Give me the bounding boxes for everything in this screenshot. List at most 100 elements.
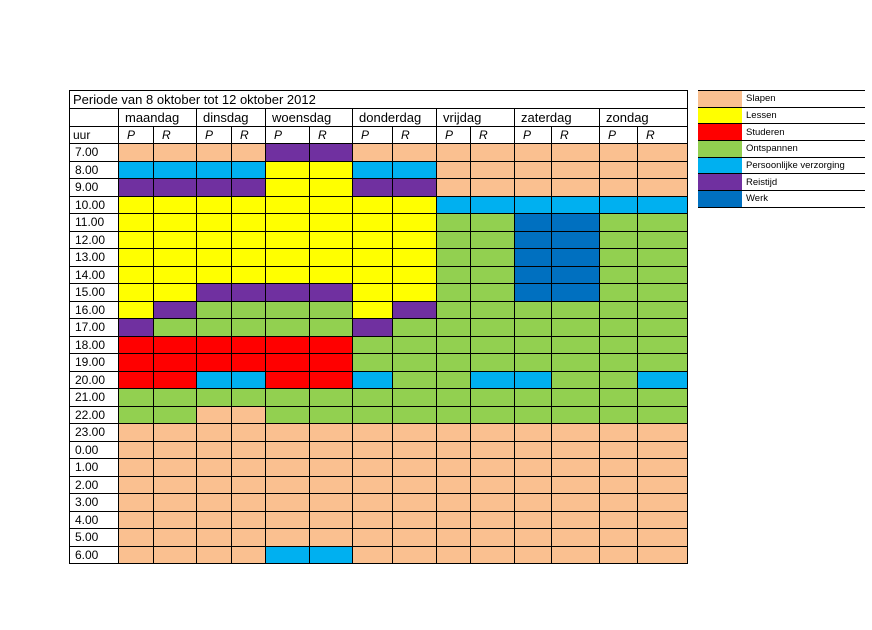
schedule-cell bbox=[392, 230, 437, 249]
schedule-cell bbox=[392, 545, 437, 564]
schedule-cell bbox=[118, 213, 154, 232]
day-header-woensdag: woensdag bbox=[265, 108, 353, 127]
schedule-cell bbox=[470, 178, 515, 197]
schedule-cell bbox=[636, 248, 689, 267]
schedule-cell bbox=[636, 388, 689, 407]
schedule-cell bbox=[470, 265, 515, 284]
schedule-cell bbox=[352, 248, 393, 267]
schedule-cell bbox=[231, 475, 266, 494]
schedule-cell bbox=[265, 458, 310, 477]
schedule-cell bbox=[309, 300, 353, 319]
schedule-cell bbox=[352, 160, 393, 179]
schedule-cell bbox=[118, 318, 154, 337]
schedule-cell bbox=[599, 510, 638, 529]
schedule-cell bbox=[231, 213, 266, 232]
schedule-cell bbox=[231, 195, 266, 214]
schedule-cell bbox=[436, 545, 471, 564]
hour-label: 19.00 bbox=[69, 353, 119, 372]
schedule-cell bbox=[636, 195, 689, 214]
schedule-cell bbox=[514, 283, 552, 302]
legend-item: Reistijd bbox=[698, 173, 865, 192]
schedule-cell bbox=[265, 195, 310, 214]
schedule-cell bbox=[551, 230, 600, 249]
schedule-cell bbox=[352, 370, 393, 389]
schedule-cell bbox=[231, 160, 266, 179]
schedule-cell bbox=[436, 300, 471, 319]
schedule-cell bbox=[352, 510, 393, 529]
schedule-cell bbox=[436, 318, 471, 337]
planned-header: P bbox=[196, 125, 232, 144]
hour-label: 18.00 bbox=[69, 335, 119, 354]
schedule-cell bbox=[352, 265, 393, 284]
schedule-cell bbox=[636, 353, 689, 372]
schedule-cell bbox=[514, 370, 552, 389]
hour-row: 12.00 bbox=[69, 230, 689, 249]
schedule-cell bbox=[309, 388, 353, 407]
schedule-cell bbox=[309, 440, 353, 459]
schedule-cell bbox=[392, 528, 437, 547]
schedule-cell bbox=[599, 458, 638, 477]
schedule-cell bbox=[231, 248, 266, 267]
schedule-cell bbox=[196, 283, 232, 302]
legend-label: Ontspannen bbox=[742, 140, 865, 158]
schedule-cell bbox=[436, 370, 471, 389]
schedule-cell bbox=[153, 370, 197, 389]
schedule-cell bbox=[636, 160, 689, 179]
schedule-cell bbox=[352, 178, 393, 197]
schedule-cell bbox=[636, 335, 689, 354]
schedule-cell bbox=[118, 423, 154, 442]
schedule-cell bbox=[231, 335, 266, 354]
schedule-cell bbox=[196, 335, 232, 354]
hour-row: 15.00 bbox=[69, 283, 689, 302]
schedule-cell bbox=[551, 493, 600, 512]
schedule-cell bbox=[636, 440, 689, 459]
schedule-cell bbox=[470, 440, 515, 459]
schedule-cell bbox=[551, 353, 600, 372]
schedule-cell bbox=[436, 475, 471, 494]
schedule-cell bbox=[636, 213, 689, 232]
schedule-cell bbox=[118, 528, 154, 547]
schedule-cell bbox=[551, 248, 600, 267]
hour-row: 14.00 bbox=[69, 265, 689, 284]
hour-label: 1.00 bbox=[69, 458, 119, 477]
schedule-cell bbox=[309, 493, 353, 512]
schedule-cell bbox=[392, 318, 437, 337]
schedule-cell bbox=[352, 423, 393, 442]
schedule-cell bbox=[470, 528, 515, 547]
schedule-cell bbox=[196, 160, 232, 179]
hour-row: 11.00 bbox=[69, 213, 689, 232]
schedule-cell bbox=[599, 195, 638, 214]
schedule-cell bbox=[470, 143, 515, 162]
schedule-cell bbox=[392, 178, 437, 197]
planned-header: P bbox=[436, 125, 471, 144]
realized-header: R bbox=[153, 125, 197, 144]
hour-row: 18.00 bbox=[69, 335, 689, 354]
schedule-cell bbox=[118, 335, 154, 354]
schedule-cell bbox=[153, 335, 197, 354]
realized-header: R bbox=[392, 125, 437, 144]
hour-label: 3.00 bbox=[69, 493, 119, 512]
schedule-cell bbox=[231, 283, 266, 302]
schedule-cell bbox=[514, 545, 552, 564]
schedule-cell bbox=[352, 458, 393, 477]
hour-row: 0.00 bbox=[69, 440, 689, 459]
schedule-cell bbox=[392, 335, 437, 354]
schedule-cell bbox=[436, 178, 471, 197]
schedule-cell bbox=[309, 423, 353, 442]
schedule-cell bbox=[118, 300, 154, 319]
schedule-cell bbox=[309, 545, 353, 564]
schedule-cell bbox=[265, 335, 310, 354]
schedule-cell bbox=[599, 370, 638, 389]
hour-label: 15.00 bbox=[69, 283, 119, 302]
legend-label: Werk bbox=[742, 190, 865, 208]
schedule-cell bbox=[352, 335, 393, 354]
schedule-cell bbox=[265, 440, 310, 459]
schedule-cell bbox=[392, 370, 437, 389]
schedule-cell bbox=[551, 318, 600, 337]
schedule-cell bbox=[352, 195, 393, 214]
hour-label: 2.00 bbox=[69, 475, 119, 494]
schedule-cell bbox=[265, 510, 310, 529]
schedule-cell bbox=[599, 440, 638, 459]
schedule-cell bbox=[196, 318, 232, 337]
schedule-cell bbox=[265, 405, 310, 424]
